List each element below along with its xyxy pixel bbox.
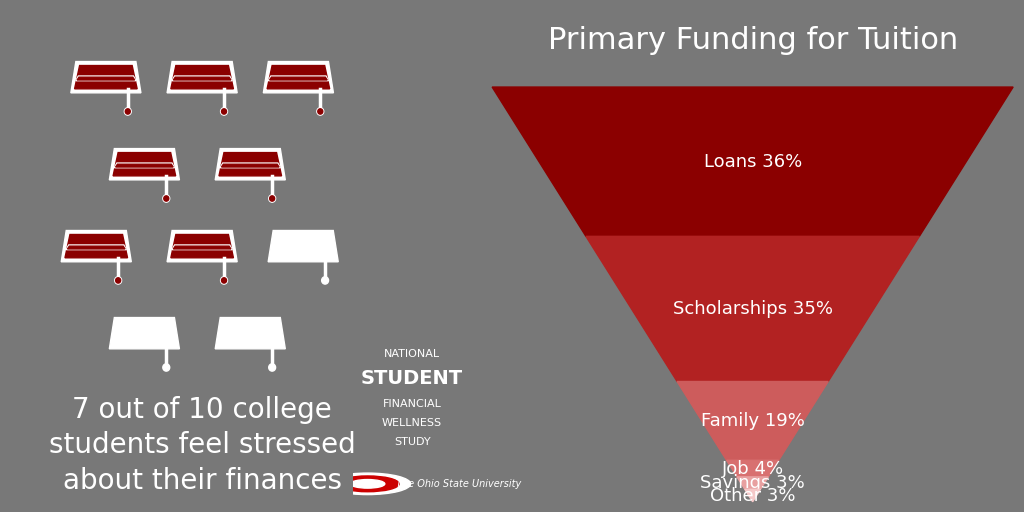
Circle shape	[116, 278, 121, 283]
Polygon shape	[173, 77, 231, 80]
Text: students feel stressed: students feel stressed	[49, 432, 355, 459]
Polygon shape	[167, 61, 238, 93]
Polygon shape	[113, 153, 176, 176]
Text: STUDENT: STUDENT	[361, 369, 463, 388]
Text: Primary Funding for Tuition: Primary Funding for Tuition	[548, 26, 957, 55]
Polygon shape	[75, 66, 137, 89]
Polygon shape	[268, 76, 329, 81]
Polygon shape	[68, 246, 125, 249]
Polygon shape	[737, 477, 768, 489]
Text: NATIONAL: NATIONAL	[384, 349, 440, 359]
Polygon shape	[115, 163, 174, 168]
Circle shape	[336, 476, 399, 492]
Polygon shape	[171, 66, 233, 89]
Polygon shape	[115, 332, 174, 337]
Text: FINANCIAL: FINANCIAL	[383, 399, 441, 410]
Text: 7 out of 10 college: 7 out of 10 college	[73, 396, 332, 423]
Polygon shape	[221, 164, 280, 167]
Circle shape	[125, 109, 130, 114]
Polygon shape	[220, 332, 281, 337]
Polygon shape	[269, 77, 328, 80]
Polygon shape	[110, 148, 179, 180]
Polygon shape	[113, 322, 176, 345]
Polygon shape	[219, 153, 282, 176]
Polygon shape	[272, 234, 335, 258]
Circle shape	[115, 277, 122, 284]
Text: STUDY: STUDY	[394, 437, 430, 447]
Text: The Ohio State University: The Ohio State University	[396, 479, 521, 489]
Polygon shape	[586, 237, 920, 381]
Polygon shape	[215, 148, 286, 180]
Text: about their finances: about their finances	[62, 467, 342, 495]
Polygon shape	[171, 234, 233, 258]
Circle shape	[268, 364, 275, 371]
Circle shape	[124, 108, 131, 115]
Text: Loans 36%: Loans 36%	[703, 153, 802, 170]
Circle shape	[220, 277, 227, 284]
Polygon shape	[263, 61, 334, 93]
Circle shape	[325, 473, 411, 495]
Text: Savings 3%: Savings 3%	[700, 474, 805, 492]
Polygon shape	[110, 317, 179, 349]
Circle shape	[316, 108, 324, 115]
Polygon shape	[61, 230, 131, 262]
Polygon shape	[172, 76, 232, 81]
Polygon shape	[267, 66, 330, 89]
Circle shape	[317, 109, 323, 114]
Text: Other 3%: Other 3%	[710, 486, 796, 504]
Polygon shape	[76, 76, 136, 81]
Polygon shape	[273, 245, 333, 250]
Polygon shape	[268, 230, 338, 262]
Circle shape	[268, 195, 275, 202]
Polygon shape	[71, 61, 141, 93]
Circle shape	[269, 196, 274, 201]
Polygon shape	[67, 245, 126, 250]
Text: Family 19%: Family 19%	[700, 412, 805, 430]
Polygon shape	[219, 322, 282, 345]
Polygon shape	[77, 77, 135, 80]
Polygon shape	[727, 460, 778, 477]
Circle shape	[221, 278, 226, 283]
Circle shape	[164, 196, 169, 201]
Text: WELLNESS: WELLNESS	[382, 418, 442, 428]
Text: Scholarships 35%: Scholarships 35%	[673, 300, 833, 318]
Circle shape	[220, 108, 227, 115]
Polygon shape	[493, 87, 1013, 237]
Circle shape	[350, 480, 385, 488]
Polygon shape	[116, 164, 173, 167]
Polygon shape	[215, 317, 286, 349]
Polygon shape	[744, 489, 761, 502]
Circle shape	[163, 195, 170, 202]
Polygon shape	[173, 246, 231, 249]
Circle shape	[163, 364, 170, 371]
Circle shape	[322, 277, 329, 284]
Polygon shape	[677, 381, 828, 460]
Polygon shape	[167, 230, 238, 262]
Polygon shape	[65, 234, 128, 258]
Polygon shape	[220, 163, 281, 168]
Polygon shape	[172, 245, 232, 250]
Circle shape	[221, 109, 226, 114]
Text: Job 4%: Job 4%	[722, 460, 783, 478]
